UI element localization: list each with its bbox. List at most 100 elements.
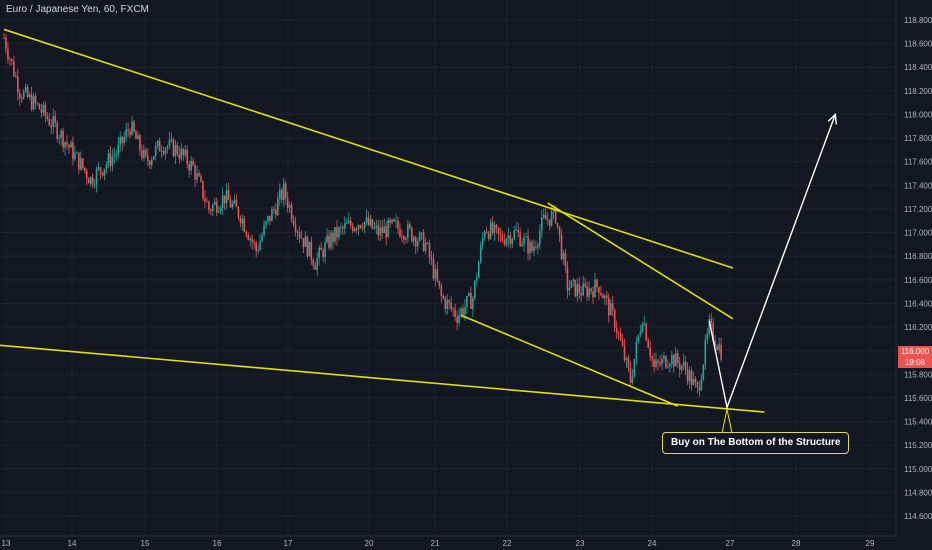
candle-body xyxy=(541,217,543,232)
candle-body xyxy=(588,288,590,297)
price-tick-label: 115.000 xyxy=(904,465,932,474)
time-tick-label: 20 xyxy=(365,539,374,548)
candle-body xyxy=(483,231,486,238)
bar-countdown: 19:08 xyxy=(898,357,932,368)
candles xyxy=(3,33,722,397)
candle-body xyxy=(26,86,29,98)
candle-body xyxy=(328,235,330,248)
candle-body xyxy=(688,370,691,382)
candle-body xyxy=(466,296,468,307)
candle-body xyxy=(62,130,64,148)
candle-body xyxy=(594,279,596,298)
candle-body xyxy=(125,129,127,138)
candle-body xyxy=(363,222,366,229)
candle-body xyxy=(590,288,592,292)
candle-body xyxy=(318,247,320,258)
time-tick-label: 14 xyxy=(68,539,77,548)
candle-body xyxy=(64,142,66,148)
candle-body xyxy=(109,153,112,166)
candle-body xyxy=(206,201,208,203)
candle-body xyxy=(519,232,521,246)
candle-body xyxy=(424,242,427,252)
candle-body xyxy=(537,244,539,248)
candle-body xyxy=(546,219,549,221)
buy-annotation[interactable]: Buy on The Bottom of the Structure xyxy=(662,432,850,454)
candle-body xyxy=(277,198,279,216)
candle-body xyxy=(105,164,108,170)
candle-body xyxy=(310,241,313,260)
trendline-lower[interactable] xyxy=(0,344,765,413)
candle-body xyxy=(292,219,295,225)
grid xyxy=(0,0,896,536)
candle-body xyxy=(509,235,512,245)
candle-body xyxy=(426,242,429,244)
trendline-wedge-top-a[interactable] xyxy=(547,202,734,320)
candle-body xyxy=(340,227,342,229)
candle-body xyxy=(253,242,255,244)
candle-body xyxy=(345,223,348,225)
candle-body xyxy=(56,122,58,139)
candle-body xyxy=(13,61,15,76)
candle-body xyxy=(48,118,51,126)
candle-body xyxy=(422,232,425,252)
trendline-upper[interactable] xyxy=(3,28,734,269)
candle-body xyxy=(600,293,602,295)
trendlines[interactable] xyxy=(0,28,765,413)
candle-body xyxy=(602,294,604,299)
candle-body xyxy=(446,300,449,309)
candle-body xyxy=(60,130,62,138)
candle-body xyxy=(312,259,315,266)
price-tick-label: 115.800 xyxy=(904,370,932,379)
candle-body xyxy=(54,116,57,123)
candle-body xyxy=(479,245,482,263)
candle-body xyxy=(399,228,401,237)
candle-body xyxy=(472,298,474,309)
candle-body xyxy=(308,241,311,257)
candle-body xyxy=(188,164,190,171)
candle-body xyxy=(657,360,659,363)
candle-body xyxy=(481,237,484,246)
last-price-tag: 116.000 xyxy=(898,346,932,357)
candle-body xyxy=(237,206,240,218)
price-tick-label: 117.200 xyxy=(904,205,932,214)
candle-body xyxy=(517,229,519,233)
candle-body xyxy=(586,286,588,297)
candle-body xyxy=(97,167,100,170)
candle-body xyxy=(458,314,460,323)
candle-body xyxy=(300,237,303,239)
trendline-wedge-bottom[interactable] xyxy=(460,314,679,407)
candle-body xyxy=(487,232,490,239)
candle-body xyxy=(582,283,584,296)
candle-body xyxy=(245,231,248,235)
candle-body xyxy=(7,49,9,59)
candle-body xyxy=(227,190,230,201)
candle-body xyxy=(444,298,447,309)
projection-arrow[interactable] xyxy=(708,113,837,434)
candle-body xyxy=(150,159,153,166)
candle-body xyxy=(673,354,675,367)
candle-body xyxy=(269,215,271,222)
candle-body xyxy=(560,234,563,259)
candle-body xyxy=(558,226,561,235)
candle-body xyxy=(213,201,216,205)
price-tick-label: 115.400 xyxy=(904,418,932,427)
candle-body xyxy=(40,109,43,113)
candle-body xyxy=(598,287,600,294)
candle-body xyxy=(255,242,257,251)
time-axis[interactable]: 13 14 15 16 17 20 21 22 23 24 27 28 29 xyxy=(2,539,875,548)
candle-body xyxy=(631,376,634,383)
time-tick-label: 17 xyxy=(284,539,293,548)
candle-body xyxy=(548,219,551,226)
candle-body xyxy=(182,148,185,155)
candle-body xyxy=(401,236,403,238)
candle-body xyxy=(22,91,25,99)
projection-path[interactable] xyxy=(708,114,836,410)
candle-body xyxy=(533,246,535,252)
candle-body xyxy=(716,346,718,351)
candle-body xyxy=(273,209,275,211)
candle-body xyxy=(344,223,346,229)
candle-body xyxy=(678,362,681,370)
candle-body xyxy=(669,363,671,367)
candle-body xyxy=(16,76,19,93)
